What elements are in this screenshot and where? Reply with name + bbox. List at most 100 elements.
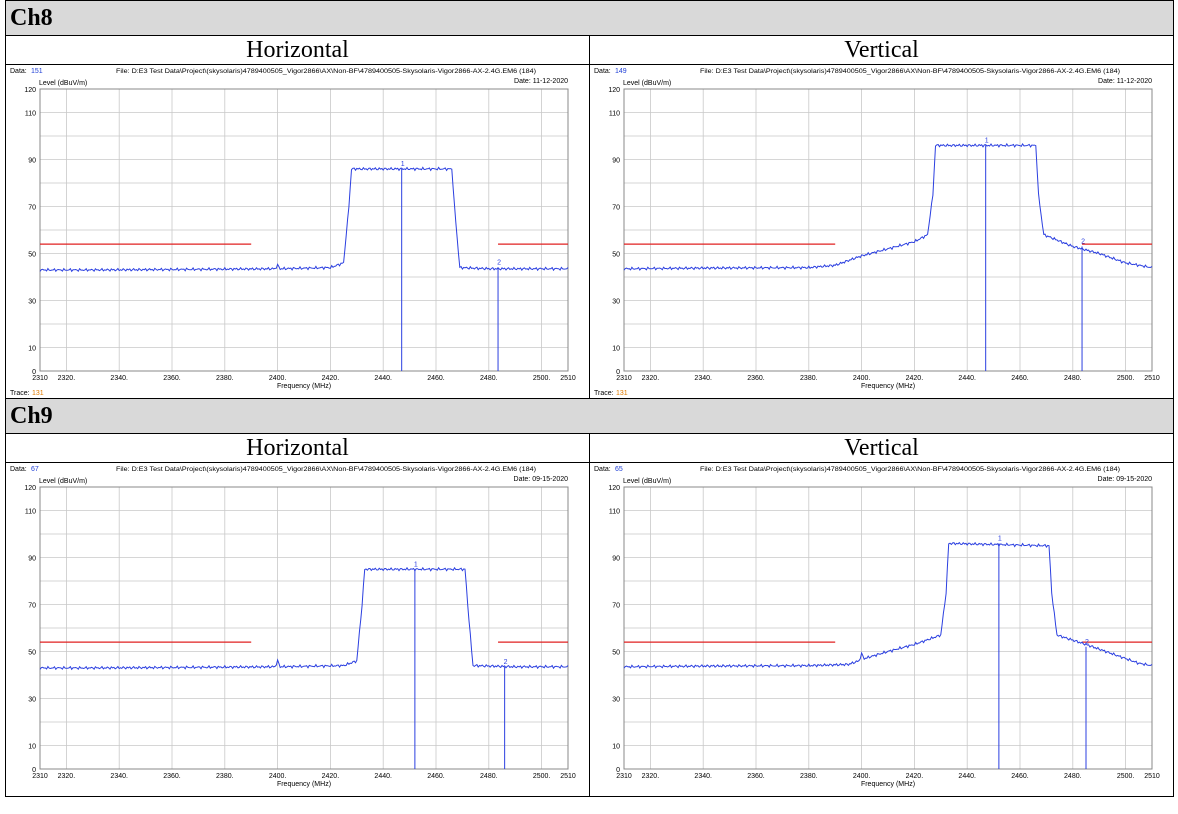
spectrum-trace (623, 142, 1153, 271)
polarization-heading: Horizontal (5, 35, 590, 65)
trace-label: Trace: (594, 390, 614, 397)
x-tick-label: 2440. (958, 375, 976, 382)
x-tick-label: 2400. (853, 773, 871, 780)
y-tick-label: 110 (25, 509, 36, 516)
y-tick-label: 90 (28, 158, 36, 165)
y-tick-label: 0 (616, 369, 620, 376)
plot-cell: Data: 67 File: D:E3 Test Data\Project\(sky… (5, 462, 590, 797)
x-tick-label: 2400. (853, 375, 871, 382)
y-tick-label: 0 (32, 369, 36, 376)
marker-label: 2 (497, 260, 501, 267)
spectrum-trace (39, 566, 569, 671)
x-tick-label: 2480. (1064, 773, 1082, 780)
y-tick-label: 30 (612, 697, 620, 704)
y-tick-label: 10 (28, 346, 36, 353)
y-tick-label: 0 (32, 767, 36, 774)
x-axis-label: Frequency (MHz) (861, 383, 915, 390)
plot-cell: Data: 149 File: D:E3 Test Data\Project\(sk… (589, 64, 1174, 399)
x-tick-label: 2360. (163, 773, 181, 780)
spectrum-plot-ch9-horizontal: Data: 67 File: D:E3 Test Data\Project\(sky… (10, 466, 576, 788)
plot-cell: Data: 151 File: D:E3 Test Data\Project\(sk… (5, 64, 590, 399)
spectrum-plot-ch9-vertical: Data: 65 File: D:E3 Test Data\Project\(sky… (594, 466, 1160, 788)
y-tick-label: 30 (28, 697, 36, 704)
y-tick-label: 90 (28, 556, 36, 563)
x-tick-label: 2500. (533, 375, 551, 382)
x-tick-label: 2310 (32, 375, 48, 382)
marker-label: 1 (401, 161, 405, 168)
x-tick-label: 2340. (110, 375, 128, 382)
x-tick-label: 2460. (427, 375, 445, 382)
x-tick-label: 2510 (1144, 375, 1160, 382)
polarization-heading: Horizontal (5, 433, 590, 463)
x-tick-label: 2340. (694, 375, 712, 382)
data-value: 151 (31, 68, 43, 75)
data-value: 67 (31, 466, 39, 473)
spectrum-plot-ch8-horizontal: Data: 151 File: D:E3 Test Data\Project\(sk… (10, 68, 576, 397)
x-tick-label: 2510 (1144, 773, 1160, 780)
plot-frame (39, 486, 569, 770)
trace-label: Trace: (10, 390, 30, 397)
y-tick-label: 120 (24, 485, 36, 492)
x-tick-label: 2320. (58, 773, 76, 780)
y-tick-label: 110 (609, 111, 620, 118)
marker-label: 1 (998, 535, 1002, 542)
polarization-heading: Vertical (589, 433, 1174, 463)
x-tick-label: 2380. (216, 375, 234, 382)
x-tick-label: 2440. (374, 375, 392, 382)
plot-cell: Data: 65 File: D:E3 Test Data\Project\(sky… (589, 462, 1174, 797)
channel-header-ch8: Ch8 (5, 0, 1174, 36)
marker-label: 1 (985, 137, 989, 144)
plot-frame (39, 88, 569, 372)
y-tick-label: 70 (28, 603, 36, 610)
plot-date: Date: 09-15-2020 (1098, 476, 1153, 483)
y-axis-label: Level (dBuV/m) (39, 478, 87, 485)
x-tick-label: 2340. (110, 773, 128, 780)
marker-label: 2 (1085, 639, 1089, 646)
y-tick-label: 110 (609, 509, 620, 516)
y-tick-label: 50 (28, 650, 36, 657)
trace-value: 131 (616, 390, 628, 397)
y-tick-label: 10 (28, 744, 36, 751)
data-value: 149 (615, 68, 627, 75)
x-tick-label: 2500. (1117, 375, 1135, 382)
x-tick-label: 2310 (616, 375, 632, 382)
marker-label: 2 (1081, 238, 1085, 245)
x-tick-label: 2400. (269, 773, 287, 780)
data-label: Data: (594, 466, 611, 473)
y-tick-label: 120 (24, 87, 36, 94)
x-axis-label: Frequency (MHz) (277, 781, 331, 788)
y-tick-label: 50 (612, 252, 620, 259)
x-tick-label: 2440. (958, 773, 976, 780)
data-value: 65 (615, 466, 623, 473)
x-tick-label: 2420. (322, 375, 340, 382)
emission-report-table: Ch8 Horizontal Vertical Data: 151 File: D:… (5, 0, 1174, 797)
y-tick-label: 90 (612, 556, 620, 563)
y-tick-label: 30 (612, 299, 620, 306)
marker-label: 2 (504, 659, 508, 666)
data-label: Data: (10, 68, 27, 75)
x-tick-label: 2360. (163, 375, 181, 382)
plot-date: Date: 11-12-2020 (514, 78, 568, 85)
y-axis-label: Level (dBuV/m) (623, 80, 671, 87)
x-tick-label: 2360. (747, 375, 765, 382)
x-tick-label: 2360. (747, 773, 765, 780)
x-tick-label: 2460. (1011, 773, 1029, 780)
x-tick-label: 2420. (322, 773, 340, 780)
y-tick-label: 70 (612, 205, 620, 212)
file-path: File: D:E3 Test Data\Project\(skysolaris… (116, 466, 536, 473)
y-tick-label: 120 (608, 87, 620, 94)
x-tick-label: 2380. (800, 375, 818, 382)
x-tick-label: 2380. (800, 773, 818, 780)
plot-frame (623, 486, 1153, 770)
x-tick-label: 2510 (560, 375, 576, 382)
plot-date: Date: 11-12-2020 (1098, 78, 1152, 85)
x-tick-label: 2480. (480, 773, 498, 780)
x-tick-label: 2380. (216, 773, 234, 780)
x-axis-label: Frequency (MHz) (861, 781, 915, 788)
y-tick-label: 70 (612, 603, 620, 610)
spectrum-plot-ch8-vertical: Data: 149 File: D:E3 Test Data\Project\(sk… (594, 68, 1160, 397)
y-tick-label: 90 (612, 158, 620, 165)
x-tick-label: 2440. (374, 773, 392, 780)
trace-value: 131 (32, 390, 44, 397)
data-label: Data: (10, 466, 27, 473)
